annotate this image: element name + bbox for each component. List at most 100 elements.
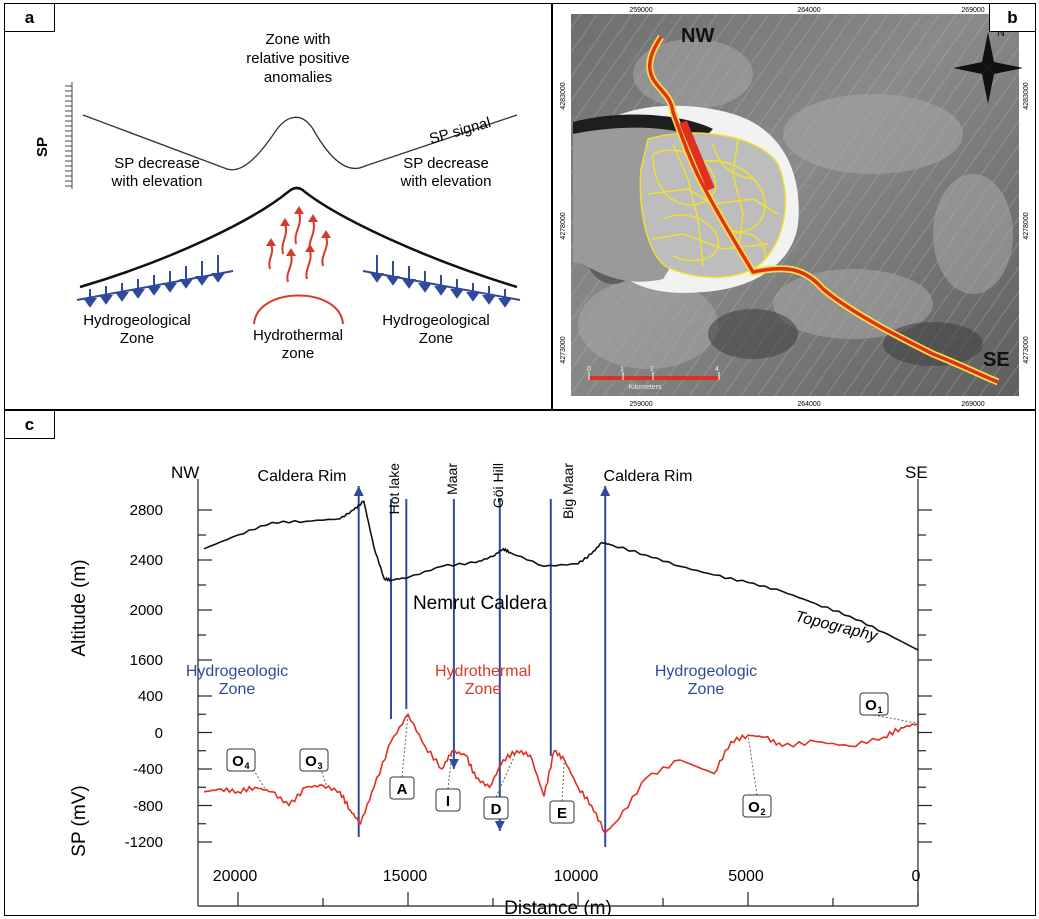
hydrothermal-arrows — [268, 211, 328, 283]
right-decrease-1: SP decrease — [403, 155, 489, 172]
svg-text:1: 1 — [877, 705, 882, 715]
altitude-ylabel: Altitude (m) — [69, 559, 90, 656]
bottom-tick-2: 264000 — [797, 401, 820, 408]
sp-tick-m1200: -1200 — [125, 834, 163, 851]
right-tick-2: 4278000 — [1023, 212, 1030, 239]
left-tick-3: 4273000 — [560, 336, 567, 363]
right-zone-2: Zone — [419, 330, 453, 347]
leader-D — [495, 750, 518, 798]
x-tick-5000: 5000 — [728, 868, 764, 885]
right-blue-arrows — [362, 255, 521, 308]
right-tick-3: 4273000 — [1023, 336, 1030, 363]
top-label-3: anomalies — [264, 69, 332, 86]
profile-line-thick — [679, 120, 715, 191]
sp-tick-400: 400 — [138, 688, 163, 705]
hydrogeo-left-2: Zone — [219, 681, 256, 698]
map-se-label: SE — [983, 349, 1010, 371]
panel-a-label: a — [5, 4, 55, 32]
svg-text:3: 3 — [317, 761, 322, 771]
middle-zone-1: Hydrothermal — [253, 327, 343, 344]
north-label: N — [997, 27, 1005, 39]
leader-E — [561, 759, 565, 802]
leader-O2 — [747, 735, 758, 796]
marker-O3: O 3 — [299, 748, 329, 772]
marker-A: A — [389, 776, 415, 800]
scale-unit: Kilometers — [628, 384, 662, 391]
alt-tick-1600: 1600 — [130, 652, 163, 669]
nemrut-caldera-label: Nemrut Caldera — [413, 593, 548, 614]
feature-lines — [353, 486, 611, 847]
sp-tick-m400: -400 — [133, 761, 163, 778]
map-nw-label: NW — [681, 25, 714, 47]
distance-xlabel: Distance (m) — [504, 898, 612, 916]
middle-zone-2: zone — [282, 345, 315, 362]
leader-I — [447, 750, 453, 790]
x-tick-0: 0 — [912, 868, 921, 885]
sp-ruler — [65, 85, 72, 187]
alt-tick-2000: 2000 — [130, 602, 163, 619]
c-se-label: SE — [905, 463, 928, 482]
axis-ticks — [198, 509, 932, 906]
top-label-1: Zone with — [265, 31, 330, 48]
svg-text:O: O — [748, 799, 760, 816]
panel-c-label: c — [5, 411, 55, 439]
mountain-profile — [79, 186, 518, 289]
top-label-2: relative positive — [246, 50, 349, 67]
x-tick-10000: 10000 — [554, 868, 599, 885]
scale-1: 1 — [620, 366, 624, 373]
left-tick-2: 4278000 — [560, 212, 567, 239]
scale-4: 4 — [715, 366, 719, 373]
svg-text:4: 4 — [244, 761, 249, 771]
caldera-rim-right: Caldera Rim — [604, 468, 693, 485]
north-arrow-icon — [953, 32, 1023, 104]
marker-leaders — [240, 714, 919, 802]
sp-ylabel: SP (mV) — [69, 785, 90, 856]
svg-text:A: A — [397, 781, 408, 798]
right-decrease-2: with elevation — [400, 173, 492, 190]
sp-axis-label: SP — [34, 137, 51, 157]
profile-line — [648, 36, 999, 384]
hydrogeo-right-1: Hydrogeologic — [655, 663, 757, 680]
leader-A — [401, 714, 409, 778]
panel-b-label: b — [989, 4, 1035, 32]
caldera-rim-left: Caldera Rim — [258, 468, 347, 485]
left-decrease-1: SP decrease — [114, 155, 200, 172]
svg-text:O: O — [232, 753, 244, 770]
right-zone-1: Hydrogeological — [382, 312, 490, 329]
svg-text:O: O — [305, 753, 317, 770]
marker-E: E — [549, 800, 575, 824]
svg-text:E: E — [557, 805, 567, 822]
svg-text:I: I — [446, 793, 450, 810]
left-decrease-2: with elevation — [111, 173, 203, 190]
leader-O3 — [313, 748, 327, 786]
topography-label: Topography — [793, 608, 880, 645]
panel-b: NW SE N 0 1 2 4 Kilometers 259000 264000… — [552, 3, 1036, 410]
panel-c: NW SE Altitude (m) SP (mV) Distance (m) … — [4, 410, 1036, 916]
bottom-tick-1: 259000 — [629, 401, 652, 408]
top-tick-2: 264000 — [797, 7, 820, 14]
hydrothermal-source — [253, 294, 344, 325]
panel-b-map: NW SE N 0 1 2 4 Kilometers 259000 264000… — [560, 7, 1030, 408]
svg-text:O: O — [865, 697, 877, 714]
marker-D: D — [483, 796, 509, 820]
top-tick-1: 259000 — [629, 7, 652, 14]
hot-lake-label: Hot lake — [386, 463, 402, 515]
hydrothermal-arrowheads — [266, 206, 331, 256]
scale-bar — [588, 372, 720, 380]
maar-line-arrowhead — [448, 759, 459, 769]
caldera-rim-right-line-arrowhead — [600, 486, 611, 496]
marker-I: I — [435, 788, 461, 812]
goi-hill-line-arrowhead — [494, 821, 505, 831]
sp-tick-m800: -800 — [133, 798, 163, 815]
leader-O1 — [873, 714, 919, 724]
scale-0: 0 — [587, 366, 591, 373]
terrain-shading — [578, 39, 1013, 369]
hydrogeo-left-1: Hydrogeologic — [186, 663, 288, 680]
top-tick-3: 269000 — [961, 7, 984, 14]
svg-text:2: 2 — [760, 807, 765, 817]
sp-tick-0: 0 — [155, 725, 163, 742]
left-zone-1: Hydrogeological — [83, 312, 191, 329]
marker-O4: O 4 — [226, 748, 256, 772]
marker-O1: O 1 — [859, 692, 889, 716]
panel-c-chart: NW SE Altitude (m) SP (mV) Distance (m) … — [69, 463, 932, 916]
